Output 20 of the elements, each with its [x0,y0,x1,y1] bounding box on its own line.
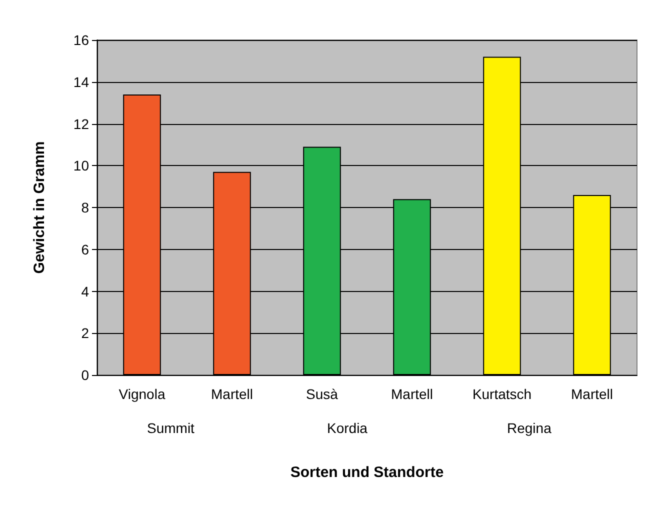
x-axis-title: Sorten und Standorte [290,464,444,481]
x-tick-label: Susà [306,386,338,402]
y-tick-label: 12 [73,116,90,132]
text: Regina [507,420,552,436]
y-tick-label: 6 [81,241,90,258]
x-tick-label: Martell [210,386,254,402]
y-tick-label: 2 [81,325,90,342]
y-axis-title: Gewicht in Gramm [31,141,48,274]
y-tick-label: 0 [81,367,90,383]
x-tick-label: Kurtatsch [472,386,532,402]
x-tick-label: Vignola [118,386,166,402]
y-tick-label: 14 [73,74,90,90]
y-tick-label: 8 [81,200,90,216]
y-tick-label: 4 [81,283,90,300]
x-tick-label: Martell [390,386,434,402]
y-tick-label: 16 [73,32,90,48]
y-tick-label: 10 [73,158,90,174]
text: Kordia [327,420,368,436]
text: Summit [147,420,195,436]
x-tick-label: Martell [570,386,614,402]
